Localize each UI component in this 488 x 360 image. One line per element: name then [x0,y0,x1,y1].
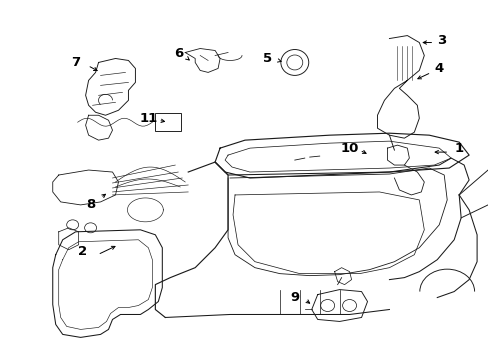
Text: 9: 9 [290,291,299,304]
Text: 8: 8 [86,198,95,211]
Text: 5: 5 [263,52,272,65]
Text: 4: 4 [434,62,443,75]
Text: 10: 10 [340,141,358,155]
Text: 11: 11 [139,112,157,125]
Ellipse shape [66,220,79,230]
Text: 3: 3 [436,34,445,47]
Ellipse shape [342,300,356,311]
Text: 6: 6 [173,47,183,60]
Text: 2: 2 [78,245,87,258]
Ellipse shape [84,223,96,233]
Ellipse shape [320,300,334,311]
Text: 1: 1 [454,141,463,155]
FancyBboxPatch shape [155,113,181,131]
Ellipse shape [280,50,308,75]
Text: 7: 7 [71,56,80,69]
Ellipse shape [286,55,302,70]
